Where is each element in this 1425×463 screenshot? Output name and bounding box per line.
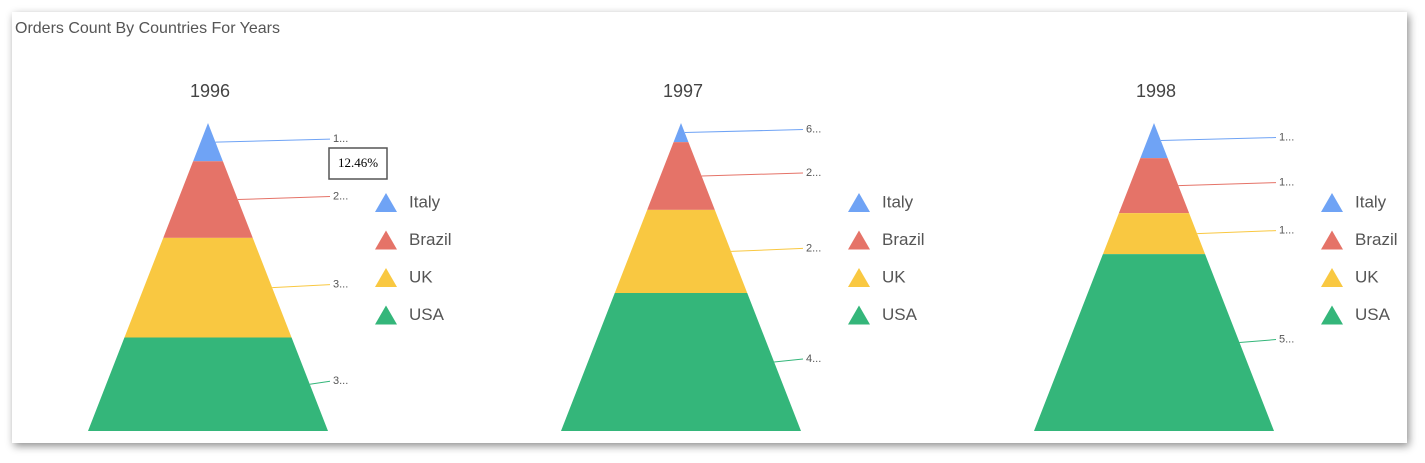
pyramid-segment bbox=[673, 123, 689, 143]
label-connector bbox=[701, 172, 804, 177]
legend-marker bbox=[848, 305, 870, 325]
pyramid-segment bbox=[614, 209, 748, 294]
chart-title: 1998 bbox=[1136, 81, 1176, 101]
pyramid-segment bbox=[647, 142, 715, 210]
data-label: 2... bbox=[806, 242, 821, 254]
pyramid-segment bbox=[88, 337, 328, 431]
pyramid-segment bbox=[124, 237, 292, 338]
legend-label: USA bbox=[409, 305, 445, 324]
data-label: 1... bbox=[1279, 131, 1294, 143]
label-connector bbox=[731, 247, 804, 252]
tooltip-box bbox=[328, 147, 388, 180]
data-label: 3... bbox=[333, 279, 348, 291]
data-label: 6... bbox=[806, 123, 821, 135]
data-label: 2... bbox=[806, 167, 821, 179]
label-connector bbox=[309, 380, 331, 385]
label-connector bbox=[1239, 339, 1277, 344]
legend-label: Italy bbox=[409, 192, 441, 211]
data-label: 2... bbox=[333, 190, 348, 202]
pyramid-segment bbox=[163, 161, 253, 238]
legend-label: UK bbox=[409, 267, 433, 286]
legend-label: Italy bbox=[882, 192, 914, 211]
pyramid-segment bbox=[561, 293, 801, 431]
legend-marker bbox=[848, 230, 870, 250]
legend-marker bbox=[375, 193, 397, 212]
label-connector bbox=[684, 129, 804, 134]
pyramid-segment bbox=[1140, 123, 1168, 159]
legend-label: USA bbox=[882, 305, 918, 324]
legend-label: Italy bbox=[1355, 192, 1387, 211]
legend-label: UK bbox=[882, 267, 906, 286]
legend-label: USA bbox=[1355, 305, 1391, 324]
legend-marker bbox=[1321, 305, 1343, 325]
data-label: 3... bbox=[333, 375, 348, 387]
legend-label: Brazil bbox=[882, 230, 925, 249]
chart-title: 1996 bbox=[190, 81, 230, 101]
legend-marker bbox=[1321, 193, 1343, 212]
data-label: 5... bbox=[1279, 333, 1294, 345]
label-connector bbox=[1178, 182, 1277, 187]
legend-marker bbox=[1321, 230, 1343, 250]
data-label: 4... bbox=[806, 353, 821, 365]
pyramid-segment bbox=[1034, 254, 1274, 431]
legend-marker bbox=[375, 305, 397, 325]
label-connector bbox=[237, 196, 331, 201]
data-label: 1... bbox=[333, 133, 348, 145]
legend-label: Brazil bbox=[409, 230, 452, 249]
tooltip-text: 12.46% bbox=[338, 155, 378, 170]
pyramid-segment bbox=[193, 123, 223, 162]
label-connector bbox=[1160, 137, 1277, 142]
legend-marker bbox=[848, 193, 870, 212]
label-connector bbox=[272, 284, 331, 289]
chart-title: 1997 bbox=[663, 81, 703, 101]
label-connector bbox=[1197, 230, 1277, 235]
label-connector bbox=[774, 358, 804, 363]
legend-marker bbox=[375, 230, 397, 250]
page-title: Orders Count By Countries For Years bbox=[15, 20, 280, 37]
data-label: 1... bbox=[1279, 177, 1294, 189]
label-connector bbox=[215, 138, 331, 143]
pyramid-segment bbox=[1118, 158, 1190, 214]
legend-marker bbox=[848, 268, 870, 287]
data-label: 1... bbox=[1279, 225, 1294, 237]
legend-label: UK bbox=[1355, 267, 1379, 286]
legend-label: Brazil bbox=[1355, 230, 1398, 249]
legend-marker bbox=[375, 268, 397, 287]
pyramid-segment bbox=[1102, 213, 1206, 255]
legend-marker bbox=[1321, 268, 1343, 287]
